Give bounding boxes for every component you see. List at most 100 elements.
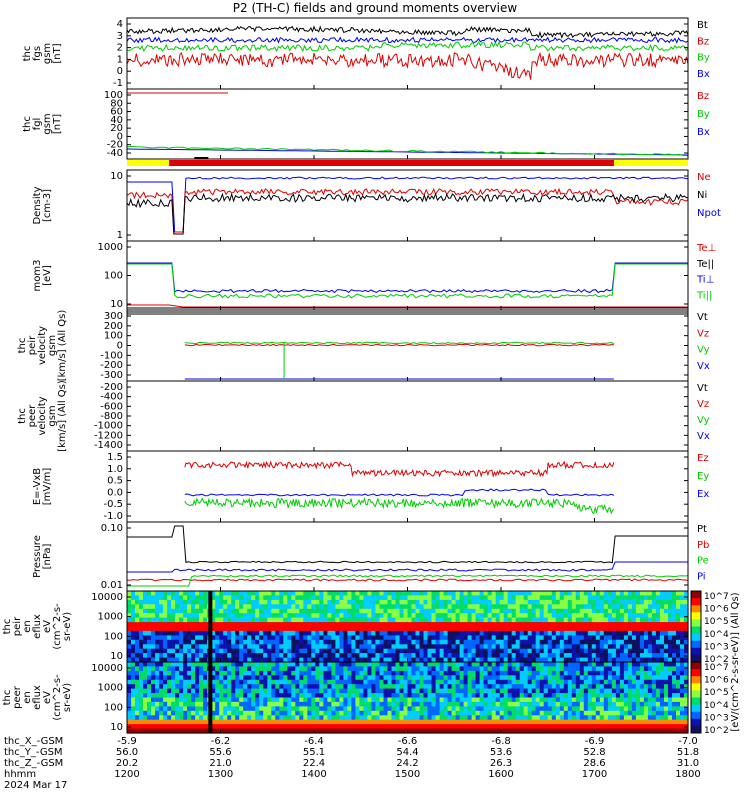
legend-entry: By	[697, 109, 710, 120]
y-tick-label: 60	[110, 107, 123, 118]
colorbar-tick-label: 10^6	[704, 605, 729, 615]
ephemeris-label: thc_Y_-GSM	[4, 747, 63, 758]
y-axis-label-line: fgl	[32, 118, 43, 131]
y-axis-label-line: eflux	[32, 685, 43, 710]
y-axis-label-line: gsm	[47, 335, 58, 356]
plot-title: P2 (TH-C) fields and ground moments over…	[232, 1, 518, 15]
y-axis-label: thc peer en eflux eV (cm^2-s-sr-eV)	[2, 674, 73, 721]
y-tick-label: -200	[100, 360, 123, 371]
ephemeris-value: -5.9	[117, 736, 137, 747]
colorbar-cell	[691, 605, 701, 613]
spectrogram-electron	[127, 662, 689, 734]
colorbar-cell	[691, 690, 701, 698]
time-tick-label: 1300	[208, 769, 233, 780]
series-line-green	[184, 341, 615, 345]
y-axis-label-line: eflux	[32, 614, 43, 639]
legend-entry: Bx	[697, 127, 710, 138]
ephemeris-value: 52.8	[583, 747, 605, 758]
y-axis-label: thc fgs gsm [nT]	[22, 43, 63, 64]
colorbar	[690, 590, 702, 734]
y-tick-label: 10	[110, 722, 123, 733]
series-line-blue	[127, 176, 689, 233]
y-axis-label-line: (cm^2-s-	[52, 603, 63, 650]
ephemeris-value: 26.3	[490, 758, 512, 769]
y-tick-label: 4	[117, 19, 123, 30]
colorbar-cell	[691, 704, 701, 713]
series-line-black	[127, 525, 688, 564]
y-tick-label: -20	[107, 140, 123, 151]
legend-entry: Pe	[697, 556, 709, 567]
y-tick-label: 300	[104, 311, 123, 322]
ephemeris-value: 55.6	[209, 747, 231, 758]
panel-frame	[126, 380, 689, 452]
y-tick-label: 0.5	[107, 476, 123, 487]
legend-entry: Vy	[697, 415, 710, 426]
colorbar-tick-label: 10^7	[704, 663, 729, 673]
ephemeris-value: 21.0	[209, 758, 231, 769]
y-axis-label-line: [cm-3]	[42, 189, 53, 222]
y-tick-label: -1200	[94, 430, 123, 441]
y-tick-label: 0	[117, 131, 123, 142]
y-axis-label: thc peir en eflux eV (cm^2-s-sr-eV)	[2, 603, 73, 650]
ephemeris-value: -6.4	[304, 736, 324, 747]
y-tick-label: 1000	[98, 683, 123, 694]
y-axis-label-line: velocity	[37, 396, 48, 435]
y-axis-label-line: thc	[17, 338, 28, 354]
colorbar-cell	[691, 591, 701, 599]
series-line-red	[126, 187, 689, 233]
colorbar-cell	[691, 725, 701, 734]
colorbar-tick-label: 10^4	[704, 630, 729, 640]
series-line-green	[126, 40, 689, 53]
colorbar-frame	[690, 661, 702, 734]
y-tick-label: -1.0	[103, 511, 123, 522]
series-line-green	[127, 574, 689, 587]
y-axis-label: Density [cm-3]	[32, 186, 53, 224]
legend-entry: Vz	[697, 399, 709, 410]
y-axis-label-line: [nPa]	[42, 543, 53, 569]
colorbar-cell	[691, 669, 701, 677]
legend-entry: Vy	[697, 345, 710, 356]
ephemeris-value: 22.4	[303, 758, 325, 769]
y-axis-label-line: [km/s] (All Qs)	[57, 380, 68, 452]
time-tick-label: 1700	[582, 769, 607, 780]
colorbar-cell	[691, 654, 701, 663]
y-tick-label: 2	[117, 43, 123, 54]
y-tick-label: 0.0	[107, 487, 123, 498]
y-axis-label-line: Pressure	[32, 535, 43, 578]
y-axis-label: mom3 [eV]	[32, 260, 53, 292]
y-tick-label: 10000	[91, 663, 123, 674]
panel-frame	[126, 450, 689, 523]
y-tick-label: 10	[110, 171, 123, 182]
y-tick-label: 10	[110, 651, 123, 662]
time-tick-label: 1500	[395, 769, 420, 780]
y-tick-label: 40	[110, 115, 123, 126]
series-line-green	[184, 497, 615, 515]
y-tick-label: -300	[100, 370, 123, 381]
colorbar-tick-label: 10^3	[704, 713, 729, 723]
colorbar-cell	[691, 647, 701, 656]
y-axis-label-line: thc	[2, 619, 13, 635]
y-axis-label-line: thc	[22, 46, 33, 62]
ephemeris-value: -6.8	[491, 736, 511, 747]
y-tick-label: -600	[100, 401, 123, 412]
marker-black	[194, 157, 209, 159]
ephemeris-value: 53.6	[490, 747, 512, 758]
y-axis-label-line: peir	[27, 335, 38, 355]
y-tick-label: 100	[104, 331, 123, 342]
time-tick-label: 1600	[488, 769, 513, 780]
ephemeris-value: 51.8	[677, 747, 699, 758]
ephemeris-label: thc_Z_-GSM	[4, 758, 63, 769]
ephemeris-label: thc_X_-GSM	[4, 736, 63, 747]
y-axis-label-line: E=-VxB	[32, 468, 43, 505]
ephemeris-value: 31.0	[677, 758, 699, 769]
series-line-black	[126, 25, 689, 39]
y-tick-label: -1000	[94, 421, 123, 432]
y-axis-label: thc peir velocity gsm [km/s] (All Qs)	[17, 310, 68, 382]
series-line-red	[126, 578, 689, 582]
ephemeris-value: -6.9	[585, 736, 605, 747]
legend-entry: Ex	[697, 489, 709, 500]
y-axis-label-line: en	[22, 620, 33, 633]
y-axis-label-line: peir	[12, 616, 23, 636]
y-axis-label-line: gsm	[47, 405, 58, 426]
